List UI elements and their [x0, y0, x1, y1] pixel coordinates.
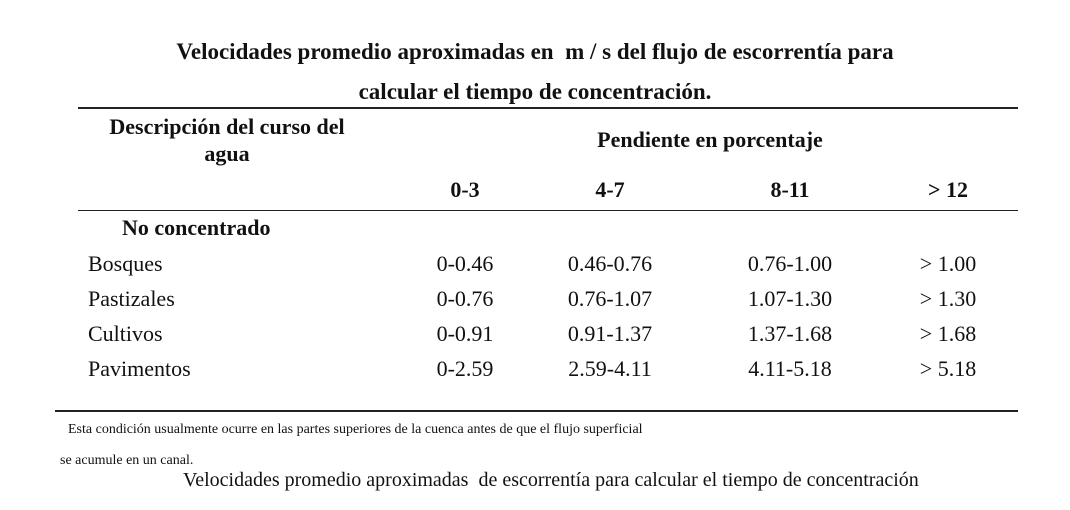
column-header: > 12: [927, 177, 969, 202]
caption: Velocidades promedio aproximadas de esco…: [183, 469, 919, 491]
cell: 0.46-0.76: [567, 251, 653, 276]
column-header: 0-3: [450, 177, 480, 202]
top-rule: [78, 107, 1018, 109]
title-line: calcular el tiempo de concentración.: [358, 79, 712, 104]
row-label: Bosques: [88, 251, 163, 276]
cell: 0-0.91: [436, 321, 494, 346]
section-label: No concentrado: [122, 215, 271, 240]
description-header: agua: [204, 141, 250, 166]
cell: 1.37-1.68: [747, 321, 833, 346]
cell: 0.76-1.07: [567, 286, 653, 311]
description-header: Descripción del curso del: [109, 114, 345, 139]
row-label: Pastizales: [88, 286, 175, 311]
header-rule: [78, 210, 1018, 211]
cell: > 1.68: [919, 321, 977, 346]
column-header: 4-7: [595, 177, 625, 202]
cell: 0.91-1.37: [567, 321, 653, 346]
cell: > 5.18: [919, 356, 977, 381]
group-header: Pendiente en porcentaje: [597, 127, 823, 152]
bottom-rule: [55, 410, 1018, 412]
cell: 0-0.46: [436, 251, 494, 276]
cell: 0.76-1.00: [747, 251, 833, 276]
cell: > 1.30: [919, 286, 977, 311]
cell: 1.07-1.30: [747, 286, 833, 311]
row-label: Cultivos: [88, 321, 163, 346]
row-label: Pavimentos: [88, 356, 191, 381]
footnote: Esta condición usualmente ocurre en las …: [68, 422, 643, 437]
cell: 2.59-4.11: [568, 356, 652, 381]
cell: > 1.00: [919, 251, 977, 276]
footnote: se acumule en un canal.: [60, 453, 194, 468]
title-line: Velocidades promedio aproximadas en m / …: [176, 39, 894, 64]
column-header: 8-11: [770, 177, 810, 202]
cell: 0-2.59: [436, 356, 494, 381]
cell: 4.11-5.18: [748, 356, 832, 381]
cell: 0-0.76: [436, 286, 494, 311]
